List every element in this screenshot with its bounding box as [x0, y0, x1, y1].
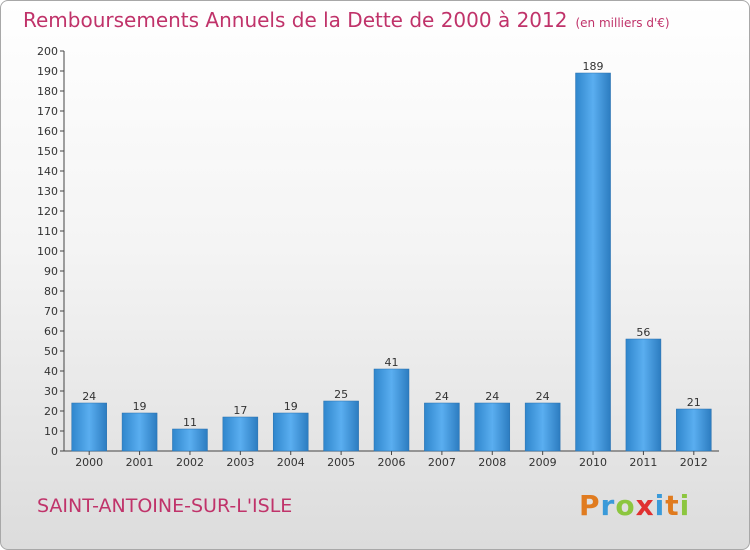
chart-title: Remboursements Annuels de la Dette de 20…	[23, 8, 670, 32]
data-label-2000: 24	[82, 390, 96, 403]
data-label-2005: 25	[334, 388, 348, 401]
x-tick-label-2006: 2006	[378, 456, 406, 469]
x-tick-label-2007: 2007	[428, 456, 456, 469]
x-tick-label-2008: 2008	[478, 456, 506, 469]
chart-title-text: Remboursements Annuels de la Dette de 20…	[23, 8, 568, 32]
logo-letter: r	[600, 489, 616, 522]
y-tick-label: 200	[37, 45, 58, 58]
chart-labels: 2000 24 2001 19 2002 11 2003 17 2004 19 2005 25 2006…	[75, 60, 708, 469]
bar-2001	[121, 412, 158, 452]
y-tick-label: 170	[37, 105, 58, 118]
y-tick-label: 160	[37, 125, 58, 138]
data-label-2001: 19	[133, 400, 147, 413]
proxiti-logo: Proxiti	[579, 489, 690, 522]
x-tick-label-2011: 2011	[629, 456, 657, 469]
data-label-2010: 189	[583, 60, 604, 73]
y-tick-label: 180	[37, 85, 58, 98]
data-label-2004: 19	[284, 400, 298, 413]
x-tick-label-2001: 2001	[126, 456, 154, 469]
logo-letter: x	[635, 489, 655, 522]
y-tick-label: 30	[44, 385, 58, 398]
logo-letter: o	[615, 489, 636, 522]
y-tick-label: 150	[37, 145, 58, 158]
logo-letter: i	[654, 489, 666, 522]
data-label-2011: 56	[636, 326, 650, 339]
y-tick-label: 60	[44, 325, 58, 338]
bar-2000	[71, 402, 107, 452]
y-tick-label: 70	[44, 305, 58, 318]
y-tick-label: 130	[37, 185, 58, 198]
chart-axes: 0 10 20 30 40 50 60 70 80 90 100 110 120 130 140 150 160…	[37, 45, 719, 458]
bar-2009	[524, 402, 561, 452]
y-tick-label: 20	[44, 405, 58, 418]
y-tick-label: 40	[44, 365, 58, 378]
bar-2008	[474, 402, 511, 452]
data-label-2009: 24	[536, 390, 550, 403]
y-tick-label: 90	[44, 265, 58, 278]
bar-2002	[172, 428, 208, 452]
y-tick-label: 190	[37, 65, 58, 78]
chart-bars	[71, 72, 712, 452]
city-name: SAINT-ANTOINE-SUR-L'ISLE	[37, 495, 293, 517]
y-tick-label: 10	[44, 425, 58, 438]
x-tick-label-2000: 2000	[75, 456, 103, 469]
data-label-2002: 11	[183, 416, 197, 429]
data-label-2003: 17	[233, 404, 247, 417]
bar-2011	[625, 338, 662, 452]
x-tick-label-2003: 2003	[226, 456, 254, 469]
x-tick-label-2012: 2012	[680, 456, 708, 469]
bar-2003	[222, 416, 259, 452]
logo-letter: P	[579, 489, 601, 522]
x-tick-label-2005: 2005	[327, 456, 355, 469]
bar-2010	[575, 72, 611, 452]
y-tick-label: 110	[37, 225, 58, 238]
data-label-2007: 24	[435, 390, 449, 403]
y-tick-label: 140	[37, 165, 58, 178]
bar-2007	[424, 402, 460, 452]
x-tick-label-2010: 2010	[579, 456, 607, 469]
bar-2005	[323, 400, 359, 452]
bar-2012	[676, 408, 712, 452]
logo-letter: t	[665, 489, 680, 522]
x-tick-label-2002: 2002	[176, 456, 204, 469]
logo-letter: i	[679, 489, 691, 522]
y-tick-label: 120	[37, 205, 58, 218]
chart-unit: (en milliers d'€)	[575, 16, 670, 30]
x-tick-label-2004: 2004	[277, 456, 305, 469]
bar-2006	[373, 368, 410, 452]
y-tick-label: 50	[44, 345, 58, 358]
y-tick-label: 100	[37, 245, 58, 258]
bar-2004	[272, 412, 309, 452]
y-tick-label: 0	[51, 445, 58, 458]
y-tick-label: 80	[44, 285, 58, 298]
x-tick-label-2009: 2009	[529, 456, 557, 469]
data-label-2008: 24	[485, 390, 499, 403]
data-label-2006: 41	[385, 356, 399, 369]
data-label-2012: 21	[687, 396, 701, 409]
